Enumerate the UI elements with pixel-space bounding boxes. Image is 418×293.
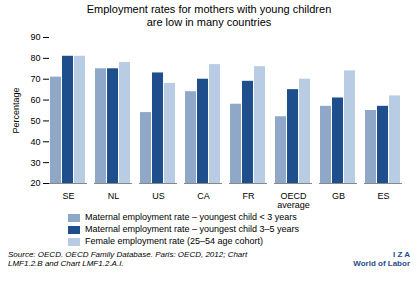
svg-text:US: US [152, 191, 165, 201]
svg-text:90: 90 [30, 32, 40, 42]
html-text:are low in many countries: are low in many countries [146, 16, 272, 28]
html-text:Employment rates for mothers w: Employment rates for mothers with young … [86, 3, 332, 15]
html-text:Maternal employment rate – you: Maternal employment rate – youngest chil… [85, 212, 297, 222]
svg-text:Percentage: Percentage [11, 87, 21, 133]
svg-text:20: 20 [30, 178, 40, 188]
html-text:Source: OECD. OECD Family Data: Source: OECD. OECD Family Database. Pari… [8, 250, 248, 259]
html-text:LMF1.2.B and Chart LMF1.2.A.I.: LMF1.2.B and Chart LMF1.2.A.I. [8, 259, 124, 268]
html-text:World of Labor: World of Labor [353, 259, 410, 268]
html-text:Maternal employment rate – you: Maternal employment rate – youngest chil… [85, 224, 300, 234]
svg-text:SE: SE [62, 191, 74, 201]
html-text:Female employment rate (25–54: Female employment rate (25–54 age cohort… [85, 236, 264, 246]
svg-text:40: 40 [30, 137, 40, 147]
svg-text:80: 80 [30, 53, 40, 63]
svg-text:CA: CA [197, 191, 210, 201]
svg-text:30: 30 [30, 158, 40, 168]
svg-text:NL: NL [108, 191, 120, 201]
svg-text:70: 70 [30, 74, 40, 84]
svg-text:ES: ES [377, 191, 389, 201]
svg-text:50: 50 [30, 116, 40, 126]
svg-text:60: 60 [30, 95, 40, 105]
svg-text:GB: GB [332, 191, 345, 201]
svg-text:OECDaverage: OECDaverage [277, 191, 310, 210]
svg-text:FR: FR [243, 191, 255, 201]
html-text:I Z A: I Z A [393, 250, 410, 259]
